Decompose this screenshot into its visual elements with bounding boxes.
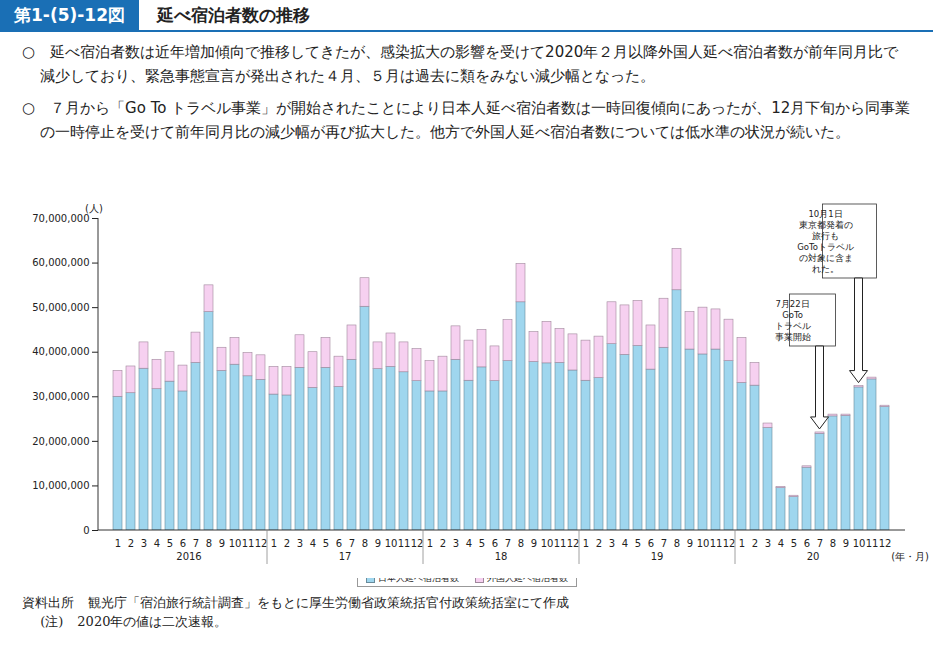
svg-text:10月1日: 10月1日 xyxy=(808,209,842,219)
svg-text:8: 8 xyxy=(830,538,836,549)
svg-text:6: 6 xyxy=(648,538,654,549)
svg-text:7: 7 xyxy=(349,538,355,549)
svg-text:10: 10 xyxy=(229,538,242,549)
svg-text:5: 5 xyxy=(167,538,173,549)
html-text:観光庁「宿泊旅行統計調査」をもとに厚生労働省政策統括官付政策: 観光庁「宿泊旅行統計調査」をもとに厚生労働省政策統括官付政策統括室にて作成 xyxy=(88,595,569,610)
svg-text:11: 11 xyxy=(398,538,411,549)
svg-text:20: 20 xyxy=(807,551,820,562)
html-text:○ 延べ宿泊者数は近年増加傾向で推移してきたが、感染拡大の影: ○ 延べ宿泊者数は近年増加傾向で推移してきたが、感染拡大の影響を受けて2020年… xyxy=(22,43,899,85)
svg-text:旅行も: 旅行も xyxy=(812,231,839,241)
svg-text:5: 5 xyxy=(479,538,485,549)
svg-text:6: 6 xyxy=(492,538,498,549)
svg-text:4: 4 xyxy=(154,538,160,549)
svg-text:(人): (人) xyxy=(85,203,103,214)
svg-text:3: 3 xyxy=(297,538,303,549)
svg-text:1: 1 xyxy=(427,538,433,549)
svg-text:50,000,000: 50,000,000 xyxy=(32,302,89,313)
html-text:(注): (注) xyxy=(40,614,64,629)
svg-text:10: 10 xyxy=(697,538,710,549)
svg-text:2016: 2016 xyxy=(176,551,201,562)
svg-text:8: 8 xyxy=(518,538,524,549)
svg-text:1: 1 xyxy=(739,538,745,549)
svg-text:東京都発着の: 東京都発着の xyxy=(799,220,853,230)
html-text:日本人延べ宿泊者数: 日本人延べ宿泊者数 xyxy=(377,573,459,583)
svg-text:12: 12 xyxy=(411,538,424,549)
svg-text:5: 5 xyxy=(323,538,329,549)
svg-text:1: 1 xyxy=(271,538,277,549)
html-text:2020年の値は二次速報。: 2020年の値は二次速報。 xyxy=(77,614,228,629)
svg-text:7: 7 xyxy=(661,538,667,549)
svg-text:2: 2 xyxy=(284,538,290,549)
svg-text:2: 2 xyxy=(752,538,758,549)
html-text:外国人延べ宿泊者数: 外国人延べ宿泊者数 xyxy=(486,573,568,583)
svg-text:9: 9 xyxy=(843,538,849,549)
svg-text:7: 7 xyxy=(193,538,199,549)
svg-text:7: 7 xyxy=(817,538,823,549)
svg-text:4: 4 xyxy=(466,538,472,549)
svg-text:10: 10 xyxy=(853,538,866,549)
svg-text:40,000,000: 40,000,000 xyxy=(32,346,89,357)
svg-text:GoTo: GoTo xyxy=(782,310,803,320)
svg-text:の対象に含ま: の対象に含ま xyxy=(799,253,853,263)
svg-text:2: 2 xyxy=(128,538,134,549)
svg-text:0: 0 xyxy=(83,525,89,536)
svg-text:3: 3 xyxy=(609,538,615,549)
svg-text:30,000,000: 30,000,000 xyxy=(32,391,89,402)
svg-text:3: 3 xyxy=(141,538,147,549)
svg-text:GoToトラベル: GoToトラベル xyxy=(797,242,854,252)
svg-text:12: 12 xyxy=(879,538,892,549)
html-text:第1-(5)-12図: 第1-(5)-12図 xyxy=(14,5,125,25)
svg-text:トラベル: トラベル xyxy=(775,321,811,331)
svg-text:4: 4 xyxy=(310,538,316,549)
svg-text:11: 11 xyxy=(866,538,879,549)
svg-text:12: 12 xyxy=(255,538,268,549)
svg-text:17: 17 xyxy=(339,551,352,562)
svg-text:4: 4 xyxy=(622,538,628,549)
svg-text:2: 2 xyxy=(596,538,602,549)
svg-text:9: 9 xyxy=(375,538,381,549)
svg-text:11: 11 xyxy=(710,538,723,549)
svg-text:7月22日: 7月22日 xyxy=(775,299,809,309)
svg-text:8: 8 xyxy=(362,538,368,549)
svg-text:れた。: れた。 xyxy=(812,264,839,274)
svg-text:事業開始: 事業開始 xyxy=(775,332,811,342)
svg-text:10,000,000: 10,000,000 xyxy=(32,480,89,491)
svg-text:12: 12 xyxy=(723,538,736,549)
svg-text:18: 18 xyxy=(495,551,508,562)
svg-text:3: 3 xyxy=(765,538,771,549)
svg-text:(年・月): (年・月) xyxy=(891,551,929,562)
svg-text:1: 1 xyxy=(115,538,121,549)
svg-text:8: 8 xyxy=(206,538,212,549)
svg-text:2: 2 xyxy=(440,538,446,549)
svg-text:20,000,000: 20,000,000 xyxy=(32,436,89,447)
svg-text:1: 1 xyxy=(583,538,589,549)
svg-text:7: 7 xyxy=(505,538,511,549)
svg-text:11: 11 xyxy=(242,538,255,549)
svg-text:19: 19 xyxy=(651,551,664,562)
svg-text:9: 9 xyxy=(531,538,537,549)
svg-text:70,000,000: 70,000,000 xyxy=(32,213,89,224)
svg-text:6: 6 xyxy=(180,538,186,549)
svg-text:9: 9 xyxy=(687,538,693,549)
svg-text:10: 10 xyxy=(385,538,398,549)
svg-text:12: 12 xyxy=(567,538,580,549)
html-text:資料出所: 資料出所 xyxy=(22,595,74,610)
svg-text:3: 3 xyxy=(453,538,459,549)
svg-text:6: 6 xyxy=(336,538,342,549)
svg-text:6: 6 xyxy=(804,538,810,549)
svg-text:10: 10 xyxy=(541,538,554,549)
svg-text:5: 5 xyxy=(791,538,797,549)
svg-text:9: 9 xyxy=(219,538,225,549)
svg-text:4: 4 xyxy=(778,538,784,549)
svg-text:60,000,000: 60,000,000 xyxy=(32,257,89,268)
html-text:延べ宿泊者数の推移: 延べ宿泊者数の推移 xyxy=(157,5,310,25)
svg-text:8: 8 xyxy=(674,538,680,549)
svg-text:5: 5 xyxy=(635,538,641,549)
svg-text:11: 11 xyxy=(554,538,567,549)
html-text:○ ７月から「Go To トラベル事業」が開始されたことによ: ○ ７月から「Go To トラベル事業」が開始されたことにより日本人延べ宿泊者数… xyxy=(22,99,911,141)
